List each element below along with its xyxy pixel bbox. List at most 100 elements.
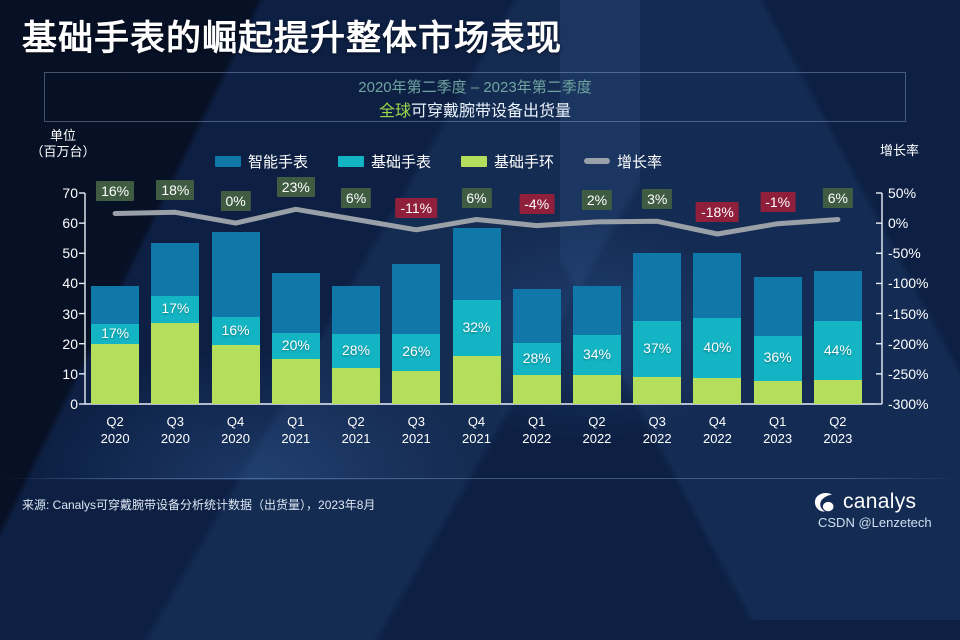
bar-segment-smartwatch[interactable]: [332, 285, 381, 334]
x-axis-quarter: Q4: [226, 414, 245, 429]
bar-column[interactable]: 34%: [572, 285, 621, 404]
x-axis-quarter: Q3: [166, 414, 185, 429]
growth-rate-label: -18%: [696, 201, 739, 222]
bar-column[interactable]: 37%: [633, 253, 682, 404]
growth-rate-label: 18%: [156, 180, 195, 201]
right-axis-tick: 0%: [888, 215, 909, 232]
footer-divider: [0, 478, 960, 479]
right-axis-tick: -150%: [888, 305, 929, 322]
bar-segment-basic-watch[interactable]: 40%: [693, 318, 742, 379]
chart-axes-and-line: [79, 192, 883, 405]
legend-swatch-basic-band-icon: [461, 155, 488, 167]
bar-column[interactable]: 20%: [271, 272, 320, 404]
bar-segment-basic-watch[interactable]: 17%: [91, 323, 140, 344]
x-axis-label: Q3 2022: [643, 413, 672, 447]
x-axis-year: 2022: [642, 431, 672, 446]
legend-label: 增长率: [617, 153, 663, 171]
bar-column[interactable]: 36%: [753, 277, 802, 404]
x-axis-year: 2022: [522, 431, 552, 446]
bar-segment-smartwatch[interactable]: [392, 263, 441, 335]
x-axis-year: 2021: [462, 431, 491, 446]
bar-column[interactable]: 40%: [693, 253, 742, 404]
x-axis-quarter: Q2: [588, 414, 606, 429]
x-axis-quarter: Q1: [287, 414, 305, 429]
basic-watch-share-label: 34%: [582, 346, 611, 363]
basic-watch-share-label: 44%: [823, 341, 852, 358]
left-axis-tick: 10: [62, 365, 78, 382]
left-axis-tick: 70: [62, 185, 78, 201]
legend-item-basic-watch[interactable]: 基础手表: [338, 151, 431, 172]
bar-segment-smartwatch[interactable]: [813, 271, 862, 322]
bar-segment-basic-band[interactable]: [151, 323, 200, 404]
page-title: 基础手表的崛起提升整体市场表现: [22, 19, 563, 58]
legend-item-basic-band[interactable]: 基础手环: [461, 151, 554, 172]
bar-segment-basic-watch[interactable]: 28%: [332, 333, 381, 368]
bar-segment-smartwatch[interactable]: [91, 286, 140, 324]
bar-segment-basic-band[interactable]: [633, 376, 682, 404]
legend-swatch-growth-rate-icon: [584, 158, 611, 164]
bar-segment-basic-watch[interactable]: 26%: [392, 334, 441, 371]
bar-segment-basic-watch[interactable]: 36%: [753, 335, 802, 382]
bar-column[interactable]: 28%: [512, 289, 561, 404]
bar-column[interactable]: 32%: [452, 227, 501, 404]
left-axis-title-line2: （百万台）: [30, 144, 96, 159]
bar-segment-basic-band[interactable]: [572, 375, 621, 404]
bar-segment-basic-band[interactable]: [452, 356, 501, 404]
bar-segment-smartwatch[interactable]: [753, 277, 802, 336]
legend-item-growth-rate[interactable]: 增长率: [584, 151, 662, 172]
bar-segment-smartwatch[interactable]: [693, 253, 742, 319]
bar-segment-basic-watch[interactable]: 20%: [271, 332, 320, 359]
bar-segment-smartwatch[interactable]: [151, 242, 200, 296]
x-axis-quarter: Q2: [829, 414, 847, 429]
bar-column[interactable]: 26%: [392, 263, 441, 404]
x-axis-year: 2020: [221, 431, 251, 446]
bar-segment-smartwatch[interactable]: [633, 253, 682, 322]
legend-label: 基础手表: [371, 153, 432, 171]
x-axis-year: 2022: [582, 431, 612, 446]
growth-rate-label: -11%: [395, 197, 438, 218]
bar-segment-smartwatch[interactable]: [271, 272, 320, 333]
x-axis-label: Q2 2020: [101, 413, 130, 447]
x-axis-quarter: Q1: [768, 414, 787, 429]
bar-segment-basic-band[interactable]: [271, 358, 320, 404]
bar-column[interactable]: 28%: [332, 285, 381, 404]
canalys-logo: canalys: [812, 490, 916, 514]
bar-segment-basic-watch[interactable]: 34%: [572, 335, 621, 376]
bar-segment-smartwatch[interactable]: [452, 227, 501, 300]
bar-segment-basic-band[interactable]: [512, 375, 561, 404]
x-axis-label: Q4 2021: [462, 413, 491, 447]
x-axis-label: Q2 2022: [582, 413, 611, 447]
bar-column[interactable]: 44%: [813, 271, 862, 404]
bar-segment-basic-band[interactable]: [392, 370, 441, 404]
x-axis-year: 2021: [281, 431, 311, 446]
basic-watch-share-label: 28%: [342, 341, 371, 358]
x-axis-label: Q1 2023: [763, 413, 792, 447]
bar-segment-basic-band[interactable]: [332, 367, 381, 404]
bar-column[interactable]: 17%: [91, 286, 140, 404]
growth-rate-label: 0%: [220, 191, 251, 212]
bar-segment-smartwatch[interactable]: [211, 232, 260, 317]
bar-segment-basic-watch[interactable]: 44%: [813, 321, 862, 380]
bar-column[interactable]: 17%: [151, 242, 200, 404]
bar-segment-basic-watch[interactable]: 37%: [633, 321, 682, 377]
legend-item-smartwatch[interactable]: 智能手表: [215, 151, 308, 172]
bar-column[interactable]: 16%: [211, 232, 260, 404]
growth-rate-label: -4%: [519, 193, 555, 214]
bar-segment-smartwatch[interactable]: [572, 285, 621, 336]
bar-segment-basic-band[interactable]: [211, 344, 260, 404]
legend-label: 基础手环: [494, 153, 555, 171]
x-axis-year: 2021: [341, 431, 371, 446]
bar-segment-basic-band[interactable]: [753, 381, 802, 404]
x-axis-label: Q4 2020: [221, 413, 250, 447]
bar-segment-basic-band[interactable]: [693, 378, 742, 404]
left-axis-tick: 20: [62, 335, 78, 352]
bar-segment-basic-band[interactable]: [813, 379, 862, 404]
bar-segment-basic-watch[interactable]: 28%: [512, 343, 561, 376]
bar-segment-basic-watch[interactable]: 16%: [211, 316, 260, 345]
bar-segment-basic-band[interactable]: [91, 343, 140, 404]
left-axis-title-line1: 单位: [49, 128, 76, 143]
bar-segment-basic-watch[interactable]: 17%: [151, 295, 200, 324]
x-axis-quarter: Q4: [467, 414, 486, 429]
bar-segment-basic-watch[interactable]: 32%: [452, 300, 501, 357]
bar-segment-smartwatch[interactable]: [512, 289, 561, 344]
